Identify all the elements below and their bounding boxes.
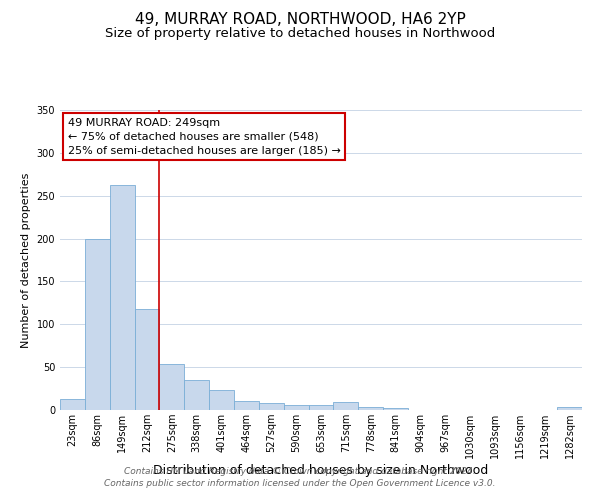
Text: 49 MURRAY ROAD: 249sqm
← 75% of detached houses are smaller (548)
25% of semi-de: 49 MURRAY ROAD: 249sqm ← 75% of detached…: [68, 118, 341, 156]
Bar: [259, 403, 284, 410]
Bar: [85, 238, 110, 410]
Bar: [334, 402, 358, 410]
Bar: [358, 406, 383, 410]
Bar: [184, 380, 209, 410]
Text: Size of property relative to detached houses in Northwood: Size of property relative to detached ho…: [105, 28, 495, 40]
Bar: [134, 309, 160, 410]
Bar: [284, 405, 308, 410]
X-axis label: Distribution of detached houses by size in Northwood: Distribution of detached houses by size …: [154, 464, 488, 477]
Bar: [234, 402, 259, 410]
Bar: [209, 390, 234, 410]
Bar: [308, 405, 334, 410]
Bar: [60, 399, 85, 410]
Text: 49, MURRAY ROAD, NORTHWOOD, HA6 2YP: 49, MURRAY ROAD, NORTHWOOD, HA6 2YP: [134, 12, 466, 28]
Bar: [557, 408, 582, 410]
Y-axis label: Number of detached properties: Number of detached properties: [21, 172, 31, 348]
Bar: [383, 408, 408, 410]
Text: Contains HM Land Registry data © Crown copyright and database right 2024.
Contai: Contains HM Land Registry data © Crown c…: [104, 466, 496, 487]
Bar: [110, 184, 134, 410]
Bar: [160, 364, 184, 410]
